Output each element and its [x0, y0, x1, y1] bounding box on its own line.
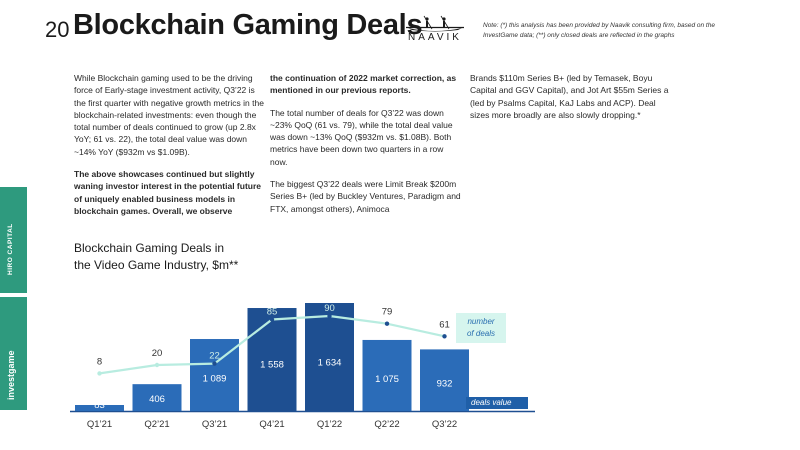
chart-title-line-1: Blockchain Gaming Deals in	[74, 241, 225, 255]
deals-count-point	[97, 371, 102, 376]
paragraph-bold: The above showcases continued but slight…	[74, 169, 262, 216]
sidebar-brands: HIRO CAPITAL investgame	[0, 187, 27, 410]
x-tick-label: Q3’22	[432, 419, 457, 430]
paragraph: The biggest Q3’22 deals were Limit Break…	[270, 179, 461, 214]
bar-value-label: 1 558	[260, 360, 284, 371]
bar-value-label: 932	[437, 378, 453, 389]
bar-1	[132, 384, 182, 411]
bar-value-label: 406	[149, 394, 165, 405]
bar-0	[75, 405, 124, 411]
canoe-icon	[406, 15, 464, 32]
text-column-2: the continuation of 2022 market correcti…	[270, 72, 462, 225]
deals-count-label: 22	[209, 351, 220, 362]
deals-count-point	[212, 361, 217, 366]
x-tick-label: Q1’22	[317, 419, 342, 430]
bar-value-label: 1 075	[375, 374, 399, 385]
deals-count-point	[327, 313, 332, 319]
x-tick-label: Q4’21	[259, 419, 284, 430]
legend-deals-value: deals value	[466, 397, 528, 409]
page-number: 20	[45, 17, 70, 42]
paragraph: While Blockchain gaming used to be the d…	[74, 73, 264, 157]
page-title: Blockchain Gaming Deals	[73, 9, 423, 41]
x-tick-label: Q3’21	[202, 419, 227, 430]
deals-count-label: 79	[382, 307, 393, 318]
chart-title: Blockchain Gaming Deals in the Video Gam…	[74, 240, 334, 274]
paragraph: The total number of deals for Q3’22 was …	[270, 107, 453, 167]
legend-number-of-deals: number of deals	[456, 313, 506, 343]
bar-value-label: 83	[94, 400, 105, 411]
bar-value-label: 1 089	[203, 374, 227, 385]
x-tick-label: Q2’22	[374, 419, 399, 430]
logo-wordmark: NAAVIK	[408, 32, 462, 43]
legend-line-text-1: number	[467, 317, 495, 326]
deals-count-label: 90	[324, 303, 335, 314]
bar-5	[362, 339, 412, 411]
deals-count-label: 85	[267, 307, 278, 318]
x-tick-label: Q1’21	[87, 419, 112, 430]
bar-4	[305, 303, 354, 411]
investgame-tab: investgame	[0, 297, 27, 410]
paragraph: Brands $110m Series B+ (led by Temasek, …	[470, 73, 669, 120]
bar-value-label: 1 634	[318, 357, 342, 368]
paragraph-bold: the continuation of 2022 market correcti…	[270, 73, 457, 96]
deals-count-point	[442, 334, 447, 339]
deals-count-label: 61	[439, 319, 450, 330]
text-column-1: While Blockchain gaming used to be the d…	[74, 72, 266, 227]
chart-title-line-2: the Video Game Industry, $m**	[74, 258, 239, 272]
deals-count-point	[269, 317, 275, 322]
naavik-logo: NAAVIK	[402, 12, 468, 46]
deals-count-label: 20	[152, 348, 163, 359]
bar-3	[247, 308, 297, 411]
bar-6	[420, 349, 469, 411]
hiro-capital-tab: HIRO CAPITAL	[0, 187, 27, 293]
deals-count-label: 8	[97, 356, 102, 367]
text-column-3: Brands $110m Series B+ (led by Temasek, …	[470, 72, 670, 131]
x-tick-label: Q2’21	[144, 419, 169, 430]
deals-count-point	[154, 362, 160, 368]
legend-line-text-2: of deals	[466, 329, 496, 338]
footnote: Note: (*) this analysis has been provide…	[483, 22, 715, 39]
deals-count-point	[384, 321, 390, 326]
